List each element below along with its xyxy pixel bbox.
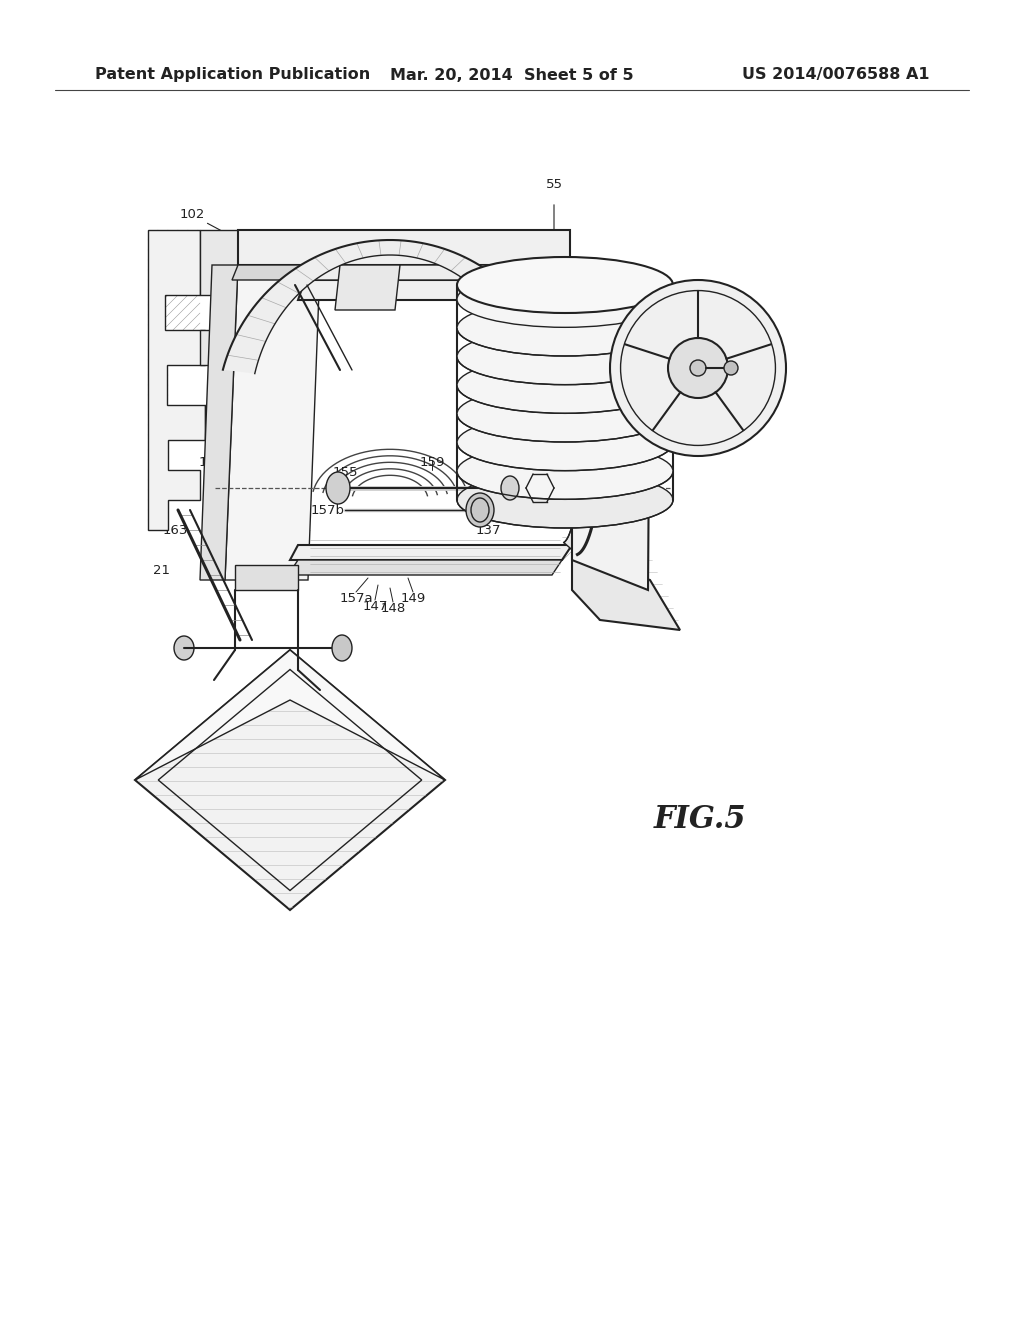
Ellipse shape [457,385,673,442]
Polygon shape [572,554,680,630]
Ellipse shape [457,272,673,327]
Text: Patent Application Publication: Patent Application Publication [95,67,371,82]
Polygon shape [290,545,572,560]
Text: 157b: 157b [311,503,345,516]
Ellipse shape [457,444,673,499]
Polygon shape [148,230,205,531]
Text: 155: 155 [332,466,357,479]
Ellipse shape [326,473,350,504]
Text: 139: 139 [477,463,503,477]
Text: 165: 165 [174,488,200,502]
Ellipse shape [466,492,494,527]
Polygon shape [564,276,603,554]
Polygon shape [205,405,238,440]
Text: 55: 55 [546,178,562,191]
Text: 159: 159 [419,455,444,469]
Text: 163: 163 [163,524,187,536]
Text: 137: 137 [475,524,501,536]
Polygon shape [225,265,319,579]
Polygon shape [298,265,575,280]
Polygon shape [288,560,562,576]
Text: 102: 102 [179,209,205,222]
Ellipse shape [501,477,519,500]
Text: US 2014/0076588 A1: US 2014/0076588 A1 [742,67,930,82]
Text: 21: 21 [154,564,171,577]
Ellipse shape [690,360,706,376]
Ellipse shape [668,338,728,399]
Polygon shape [238,230,570,265]
Text: 145a: 145a [603,513,637,527]
Text: 151: 151 [510,511,536,524]
Polygon shape [200,265,238,579]
Text: 149: 149 [400,591,426,605]
Ellipse shape [724,360,738,375]
Polygon shape [335,265,400,310]
Ellipse shape [610,280,786,455]
Polygon shape [200,330,238,366]
Ellipse shape [457,300,673,356]
Text: 147: 147 [362,599,388,612]
Polygon shape [223,240,557,374]
Ellipse shape [457,473,673,528]
Polygon shape [298,280,575,300]
Text: 137: 137 [240,424,265,437]
Text: 148: 148 [380,602,406,615]
Text: FIG.5: FIG.5 [653,804,746,836]
Polygon shape [135,649,445,780]
Text: 145: 145 [557,444,583,457]
Polygon shape [572,280,650,590]
Polygon shape [234,565,298,590]
Text: 157a: 157a [339,591,373,605]
Polygon shape [232,265,570,280]
Polygon shape [205,470,238,500]
Text: 113a: 113a [199,455,231,469]
Ellipse shape [457,257,673,313]
Ellipse shape [174,636,194,660]
Ellipse shape [457,358,673,413]
Polygon shape [135,649,445,909]
Polygon shape [200,230,238,294]
Text: Mar. 20, 2014  Sheet 5 of 5: Mar. 20, 2014 Sheet 5 of 5 [390,67,634,82]
Ellipse shape [332,635,352,661]
Ellipse shape [457,329,673,384]
Ellipse shape [457,414,673,471]
